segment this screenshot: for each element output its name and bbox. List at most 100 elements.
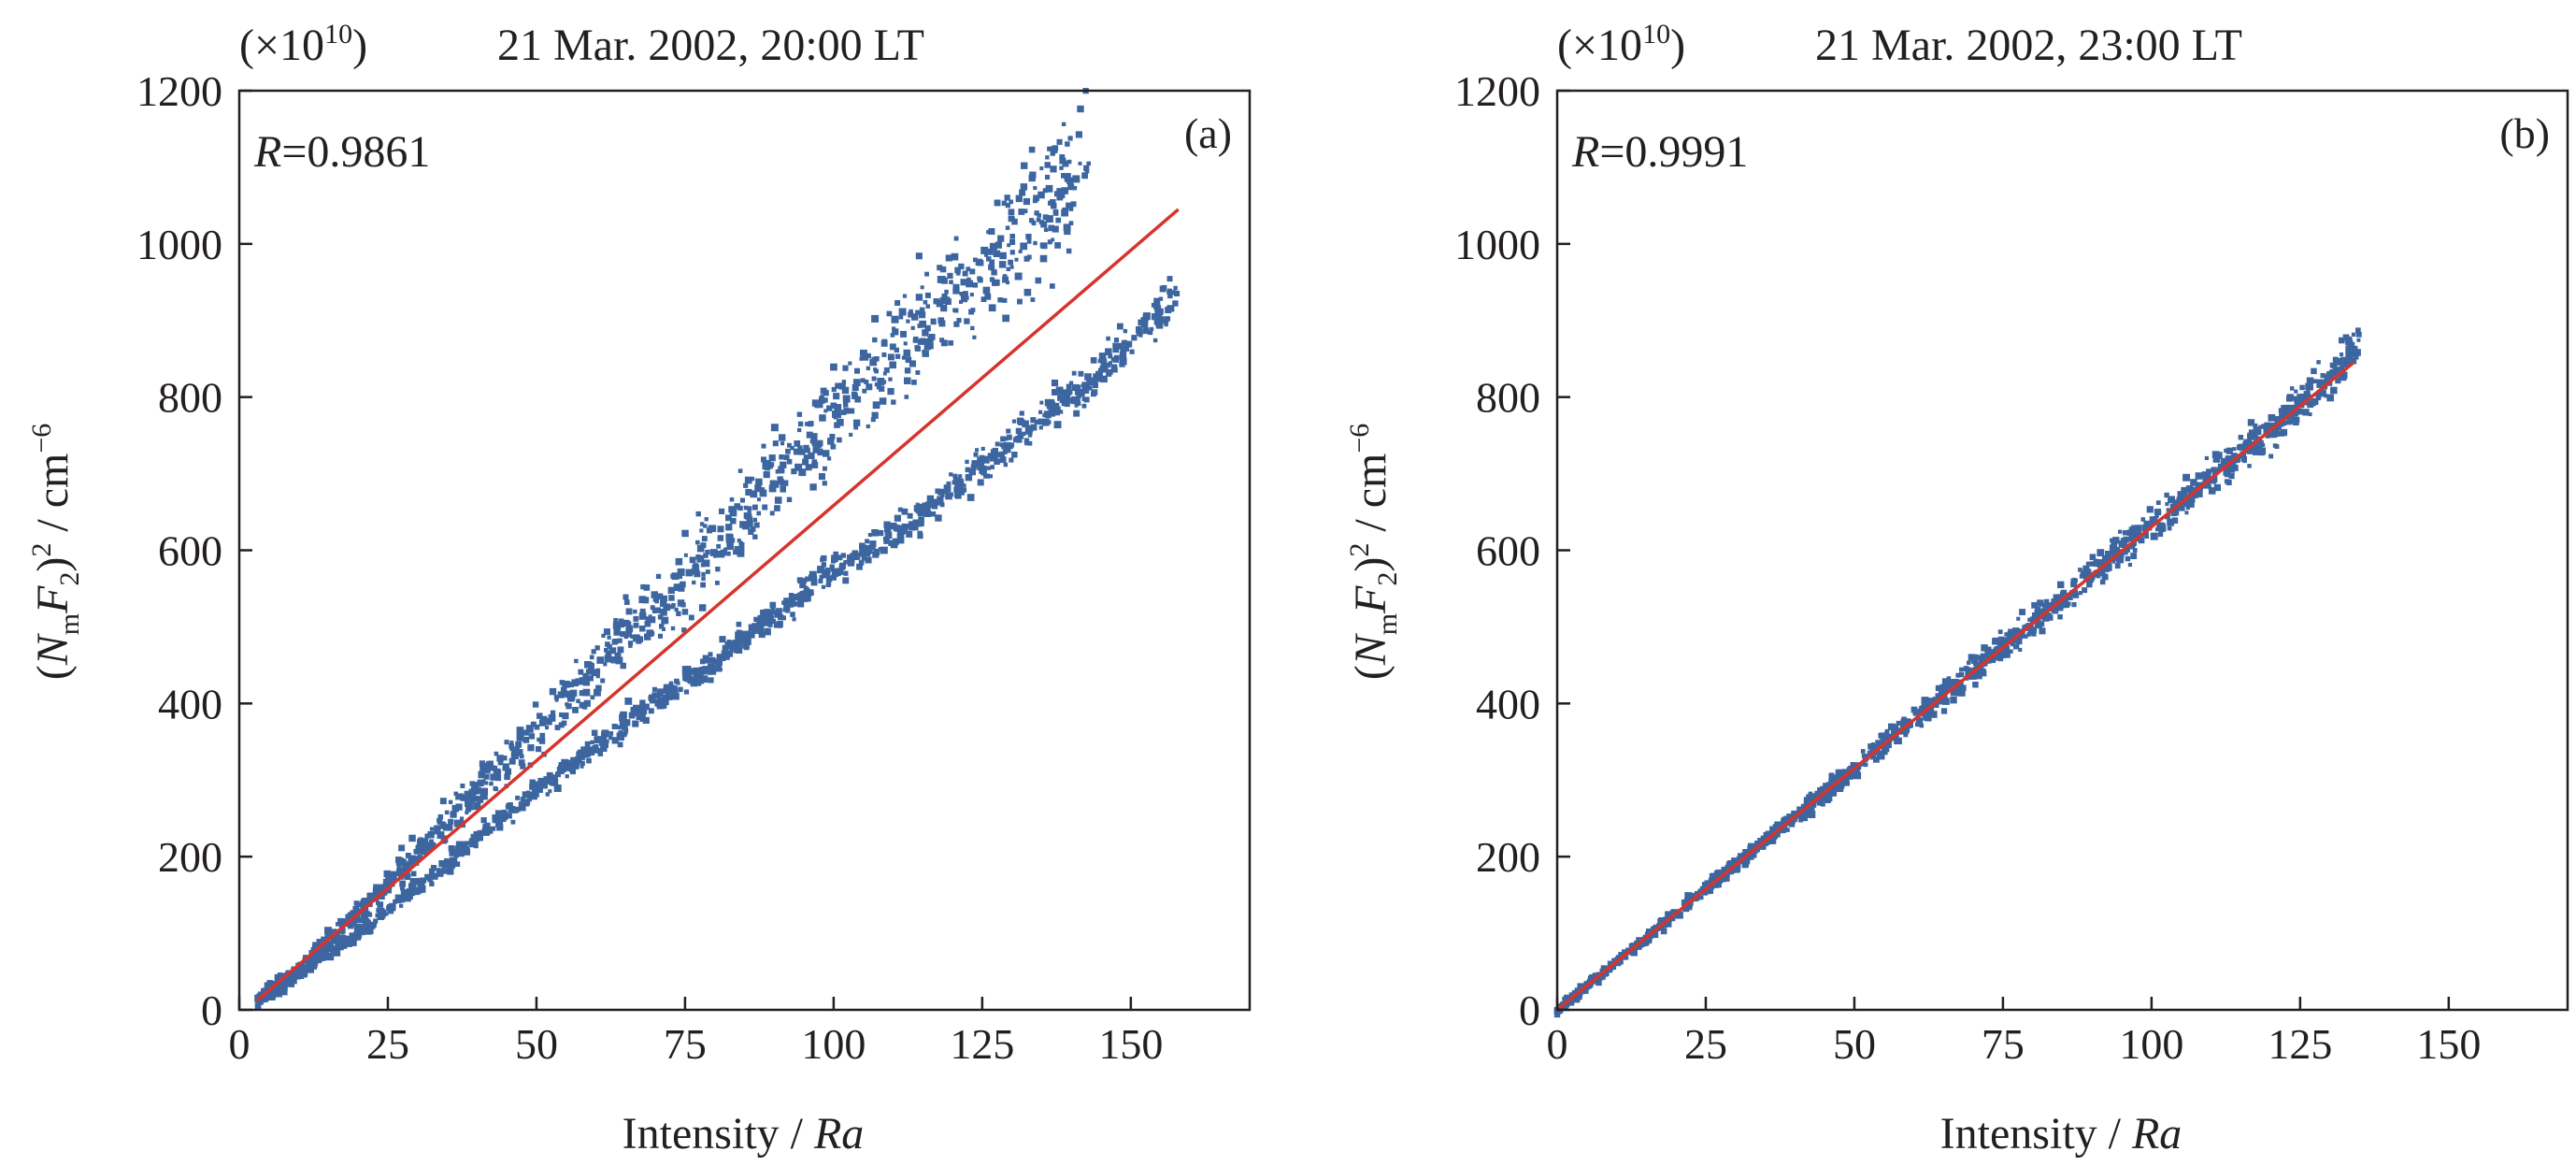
data-point [696, 671, 704, 679]
data-point [1942, 698, 1950, 705]
data-point [1061, 122, 1066, 126]
data-point [715, 581, 720, 585]
data-point [748, 631, 755, 639]
data-point [2118, 529, 2123, 534]
y-tick-label: 600 [158, 527, 222, 575]
data-point [777, 476, 783, 482]
data-point [963, 291, 968, 296]
data-point [457, 849, 463, 855]
data-point [2093, 570, 2100, 578]
data-point [793, 593, 800, 600]
x-tick-label: 125 [2268, 1020, 2332, 1068]
data-point [685, 569, 694, 577]
data-point [520, 797, 525, 802]
data-point [2001, 640, 2009, 646]
data-point [914, 525, 919, 531]
data-point [437, 813, 444, 820]
data-point [1055, 386, 1064, 395]
data-point [2099, 579, 2106, 585]
data-point [1997, 629, 2003, 635]
data-point [714, 665, 722, 672]
data-point [1950, 690, 1956, 697]
data-point [990, 465, 995, 469]
data-point [395, 898, 402, 904]
data-point [870, 417, 876, 423]
data-point [494, 775, 502, 782]
data-point [953, 236, 959, 241]
data-point [609, 647, 617, 655]
data-point [1573, 995, 1578, 1000]
data-point [780, 461, 787, 468]
data-point [601, 746, 608, 752]
data-point [726, 551, 731, 556]
data-point [337, 917, 343, 924]
data-point [2060, 589, 2068, 596]
data-point [1045, 155, 1050, 160]
data-point [485, 768, 491, 774]
data-point [430, 865, 437, 871]
data-point [625, 608, 633, 615]
data-point [796, 577, 803, 583]
data-point [2153, 516, 2158, 522]
data-point [2140, 517, 2146, 522]
data-point [1153, 297, 1161, 305]
data-point [986, 248, 994, 255]
data-point [352, 906, 360, 913]
data-point [2011, 641, 2015, 647]
data-point [661, 609, 665, 613]
data-point [859, 548, 867, 556]
data-point [2131, 542, 2136, 547]
data-point [644, 597, 650, 602]
data-point [681, 627, 687, 633]
data-point [1050, 166, 1057, 173]
data-point [2239, 445, 2243, 450]
data-point [2016, 616, 2021, 621]
data-point [427, 831, 435, 839]
data-point [744, 476, 752, 484]
data-point [989, 242, 997, 251]
data-point [1074, 403, 1079, 408]
data-point [890, 522, 897, 530]
data-point [2165, 513, 2170, 520]
data-point [842, 577, 850, 584]
data-point [267, 989, 276, 998]
data-point [494, 787, 499, 792]
data-point [360, 918, 365, 923]
data-point [1084, 168, 1090, 174]
data-point [834, 404, 842, 411]
data-point [783, 454, 790, 461]
data-point [415, 845, 420, 850]
data-point [1867, 750, 1873, 756]
data-point [2122, 549, 2128, 555]
data-point [1002, 276, 1009, 283]
data-point [441, 868, 448, 874]
data-point [1030, 417, 1037, 424]
data-point [772, 440, 779, 447]
data-point [984, 473, 990, 479]
data-point [465, 811, 469, 814]
data-point [762, 619, 769, 626]
data-point [993, 250, 1001, 257]
data-point [614, 652, 622, 659]
data-point [1078, 370, 1084, 377]
data-point [776, 608, 782, 614]
data-point [510, 752, 519, 759]
data-point [354, 909, 360, 914]
data-point [2229, 460, 2237, 468]
data-point [2339, 366, 2344, 371]
data-point [825, 582, 831, 587]
data-point [706, 527, 713, 534]
data-point [919, 311, 926, 319]
data-point [639, 704, 645, 711]
data-point [1086, 378, 1094, 386]
data-point [565, 774, 569, 779]
data-point [2071, 602, 2077, 608]
data-point [2125, 555, 2131, 562]
data-point [2127, 562, 2132, 568]
data-point [673, 583, 681, 591]
data-point [1009, 238, 1016, 245]
data-point [2128, 529, 2133, 535]
data-point [2202, 482, 2209, 489]
data-point [678, 574, 683, 580]
data-point [942, 296, 951, 305]
